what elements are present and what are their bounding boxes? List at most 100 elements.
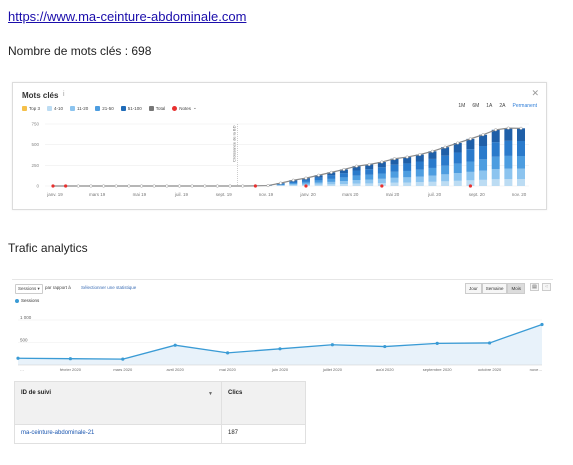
total-point xyxy=(380,160,384,164)
bar-segment xyxy=(390,164,399,172)
x-tick-label: juil. 19 xyxy=(174,192,189,197)
bar-segment xyxy=(276,184,285,186)
period-week-button[interactable]: Semaine xyxy=(481,283,508,294)
bar-segment xyxy=(479,170,488,180)
keyword-count-text: Nombre de mots clés : 698 xyxy=(8,44,152,58)
bar-segment xyxy=(289,182,298,185)
bar-segment xyxy=(466,149,475,162)
note-marker xyxy=(304,184,308,188)
range-1a[interactable]: 1A xyxy=(486,103,493,109)
period-buttons: Jour Semaine Mois xyxy=(464,283,525,294)
bar-segment xyxy=(403,182,412,186)
total-point xyxy=(468,137,472,141)
x-tick-label: janv. 20 xyxy=(299,192,316,197)
trafic-analytics-title: Trafic analytics xyxy=(8,241,88,255)
legend-item-notes[interactable]: Notes ⌄ xyxy=(172,105,197,111)
x-tick-label: mai 2020 xyxy=(219,367,236,372)
info-icon[interactable]: i xyxy=(63,91,65,98)
bar-segment xyxy=(428,175,437,182)
bar-segment xyxy=(314,182,323,185)
bar-segment xyxy=(517,140,525,156)
range-permanent[interactable]: Permanent xyxy=(512,103,537,109)
total-point xyxy=(418,153,422,157)
x-tick-label: mars 20 xyxy=(342,192,359,197)
total-point xyxy=(342,167,346,172)
total-point xyxy=(279,181,283,185)
bar-segment xyxy=(327,178,336,182)
range-6m[interactable]: 6M xyxy=(472,103,480,109)
metric-select[interactable]: Sessions ▾ xyxy=(15,284,43,294)
scatter-chart-icon[interactable]: ⁖ xyxy=(542,283,551,291)
total-point xyxy=(317,173,321,177)
bar-segment xyxy=(352,170,361,176)
keywords-panel-title: Mots clés xyxy=(22,91,59,100)
bar-segment xyxy=(479,134,488,147)
legend-item-4-10[interactable]: 4-10 xyxy=(47,105,63,111)
column-header-tracking-id[interactable]: ID de suivi ▼ xyxy=(15,382,222,424)
total-point xyxy=(494,128,498,132)
bar-segment xyxy=(491,179,500,186)
bar-segment xyxy=(415,161,424,170)
bar-segment xyxy=(479,146,488,160)
period-day-button[interactable]: Jour xyxy=(464,283,482,294)
bar-segment xyxy=(517,155,525,169)
sessions-area xyxy=(18,324,542,365)
chevron-down-icon[interactable]: ▼ xyxy=(208,391,213,397)
x-tick-label: octobre 2020 xyxy=(478,367,502,372)
total-point xyxy=(304,176,308,180)
range-1m[interactable]: 1M xyxy=(458,103,466,109)
legend-item-21-50[interactable]: 21-50 xyxy=(95,105,114,111)
total-point xyxy=(519,126,523,130)
range-2a[interactable]: 2A xyxy=(499,103,506,109)
bar-segment xyxy=(301,179,310,182)
sessions-point xyxy=(330,343,334,347)
legend-item-51-100[interactable]: 51-100 xyxy=(120,105,142,111)
total-point xyxy=(367,162,371,167)
x-tick-label: janv. 19 xyxy=(46,192,63,197)
total-point xyxy=(443,145,447,149)
bar-segment xyxy=(517,168,525,180)
bar-segment xyxy=(453,143,462,153)
total-point xyxy=(114,184,118,188)
legend-item-11-20[interactable]: 11-20 xyxy=(70,105,88,111)
bar-segment xyxy=(327,175,336,179)
site-url-link[interactable]: https://www.ma-ceinture-abdominale.com xyxy=(8,9,247,24)
period-month-button[interactable]: Mois xyxy=(507,283,525,294)
tracking-id-cell[interactable]: ma-ceinture-abdominale-21 xyxy=(15,425,222,443)
total-point xyxy=(241,184,245,188)
bar-segment xyxy=(453,163,462,174)
bar-segment xyxy=(415,176,424,183)
bar-segment xyxy=(453,180,462,186)
bar-segment xyxy=(453,173,462,181)
total-point xyxy=(190,184,194,188)
bar-segment xyxy=(352,175,361,181)
bar-segment xyxy=(377,162,386,168)
bar-segment xyxy=(314,184,323,186)
x-tick-label: juin 2020 xyxy=(271,367,289,372)
total-point xyxy=(456,141,460,145)
x-tick-label: mai 19 xyxy=(133,192,147,197)
keywords-panel: Mots clés i ✕ Top 3 4-10 11-20 21-50 51-… xyxy=(12,82,547,210)
total-point xyxy=(177,184,182,188)
bar-segment xyxy=(504,168,513,180)
bar-segment xyxy=(415,182,424,186)
bar-segment xyxy=(352,166,361,171)
bar-segment xyxy=(339,177,348,182)
bar-segment xyxy=(441,147,450,156)
legend-item-total[interactable]: Total xyxy=(148,105,165,111)
total-point xyxy=(405,155,409,159)
legend-item-top3[interactable]: Top 3 xyxy=(22,105,40,111)
x-tick-label: … xyxy=(20,367,24,372)
total-point xyxy=(430,149,435,153)
bar-segment xyxy=(491,142,500,157)
bar-segment xyxy=(365,174,374,180)
column-header-clicks[interactable]: Clics xyxy=(228,390,243,396)
close-icon[interactable]: ✕ xyxy=(531,88,539,98)
second-metric-select[interactable]: Sélectionner une statistique xyxy=(81,285,137,290)
bar-segment xyxy=(428,167,437,176)
line-chart-icon[interactable]: ▤ xyxy=(530,283,539,291)
bar-segment xyxy=(491,129,500,143)
total-point xyxy=(203,184,207,188)
tracking-table: ID de suivi ▼ Clics ma-ceinture-abdominal… xyxy=(14,381,306,444)
bar-segment xyxy=(365,169,374,175)
